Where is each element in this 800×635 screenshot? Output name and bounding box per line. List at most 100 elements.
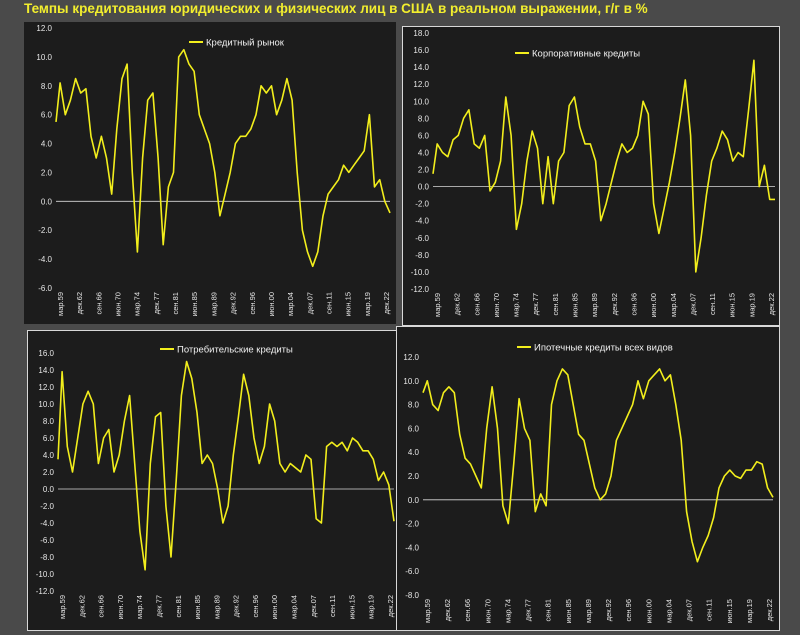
legend-label: Ипотечные кредиты всех видов bbox=[534, 343, 673, 354]
x-tick-label: сен.96 bbox=[251, 595, 260, 618]
x-tick-label: дек.92 bbox=[610, 293, 619, 315]
x-tick-label: июн.70 bbox=[116, 595, 125, 619]
y-tick-label: -2.0 bbox=[38, 226, 52, 235]
x-tick-label: мар.59 bbox=[58, 595, 67, 619]
x-tick-label: мар.19 bbox=[745, 599, 754, 623]
chart-panel-mortgage-loans: 12.0 10.0 8.0 6.0 4.0 2.0 0.0 -2.0 -4.0 -6.0 -8.0 м… bbox=[396, 326, 780, 631]
y-tick-label: -8.0 bbox=[40, 553, 54, 562]
y-tick-label: 8.0 bbox=[41, 82, 53, 91]
x-tick-label: сен.96 bbox=[629, 293, 638, 316]
y-tick-label: 14.0 bbox=[413, 63, 429, 72]
y-tick-label: -12.0 bbox=[36, 587, 55, 596]
x-tick-label: сен.81 bbox=[544, 599, 553, 622]
y-tick-label: -6.0 bbox=[415, 234, 429, 243]
x-tick-label: июн.85 bbox=[571, 293, 580, 317]
x-tick-label: мар.04 bbox=[290, 595, 299, 619]
y-tick-label: 4.0 bbox=[408, 448, 420, 457]
y-tick-label: 6.0 bbox=[418, 131, 430, 140]
y-tick-label: -2.0 bbox=[40, 502, 54, 511]
x-tick-label: дек.92 bbox=[229, 292, 238, 314]
series-line-mortgage-loans bbox=[422, 368, 774, 563]
y-tick-label: -2.0 bbox=[415, 200, 429, 209]
y-tick-label: 2.0 bbox=[408, 472, 420, 481]
y-tick-label: -6.0 bbox=[40, 536, 54, 545]
y-tick-label: 0.0 bbox=[418, 183, 430, 192]
x-tick-label: июн.15 bbox=[728, 293, 737, 317]
y-tick-label: 16.0 bbox=[38, 349, 54, 358]
x-tick-label: дек.22 bbox=[765, 599, 774, 621]
y-tick-label: 12.0 bbox=[413, 80, 429, 89]
x-tick-label: июн.15 bbox=[344, 292, 353, 316]
y-tick-label: -10.0 bbox=[36, 570, 55, 579]
y-tick-label: 12.0 bbox=[36, 24, 52, 33]
y-tick-label: 10.0 bbox=[413, 97, 429, 106]
x-tick-label: мар.04 bbox=[669, 293, 678, 317]
x-tick-label: мар.04 bbox=[664, 599, 673, 623]
chart-mortgage-loans: 12.0 10.0 8.0 6.0 4.0 2.0 0.0 -2.0 -4.0 -6.0 -8.0 м… bbox=[403, 343, 774, 624]
x-tick-label: мар.74 bbox=[512, 293, 521, 317]
x-tick-label: дек.07 bbox=[688, 293, 697, 315]
chart-panel-credit-market: 12.0 10.0 8.0 6.0 4.0 2.0 0.0 -2.0 -4.0 -6.0 мар.5… bbox=[24, 22, 396, 324]
x-tick-label: дек.92 bbox=[232, 595, 241, 617]
y-tick-label: 2.0 bbox=[418, 166, 430, 175]
x-tick-label: июн.15 bbox=[347, 595, 356, 619]
x-tick-label: мар.74 bbox=[133, 292, 142, 316]
y-tick-label: -12.0 bbox=[411, 285, 430, 294]
x-tick-label: дек.77 bbox=[524, 599, 533, 621]
series-line-consumer-loans bbox=[57, 360, 395, 571]
chart-panel-consumer-loans: 16.0 14.0 12.0 10.0 8.0 6.0 4.0 2.0 0.0 -2.0 -4.0 -… bbox=[27, 330, 399, 631]
x-tick-label: дек.77 bbox=[154, 595, 163, 617]
x-tick-label: дек.07 bbox=[685, 599, 694, 621]
y-tick-label: 8.0 bbox=[418, 114, 430, 123]
x-tick-label: дек.22 bbox=[386, 595, 395, 617]
legend-label: Кредитный рынок bbox=[206, 38, 285, 49]
x-tick-label: сен.66 bbox=[463, 599, 472, 622]
chart-credit-market: 12.0 10.0 8.0 6.0 4.0 2.0 0.0 -2.0 -4.0 -6.0 мар.5… bbox=[36, 24, 391, 316]
x-tick-label: дек.62 bbox=[453, 293, 462, 315]
y-tick-label: 2.0 bbox=[43, 468, 55, 477]
y-tick-label: 16.0 bbox=[413, 46, 429, 55]
y-tick-label: -10.0 bbox=[411, 268, 430, 277]
y-tick-label: -4.0 bbox=[415, 217, 429, 226]
x-tick-label: дек.62 bbox=[443, 599, 452, 621]
y-tick-label: -8.0 bbox=[405, 591, 419, 600]
x-tick-label: июн.85 bbox=[564, 599, 573, 623]
x-tick-label: июн.70 bbox=[114, 292, 123, 316]
y-tick-label: -2.0 bbox=[405, 520, 419, 529]
x-tick-label: июн.70 bbox=[483, 599, 492, 623]
y-tick-label: 4.0 bbox=[41, 140, 53, 149]
x-tick-label: дек.22 bbox=[382, 292, 391, 314]
x-tick-label: июн.85 bbox=[193, 595, 202, 619]
x-tick-label: сен.81 bbox=[174, 595, 183, 618]
x-tick-label: июн.85 bbox=[190, 292, 199, 316]
y-tick-label: 4.0 bbox=[43, 451, 55, 460]
x-tick-label: сен.81 bbox=[551, 293, 560, 316]
x-tick-label: сен.96 bbox=[624, 599, 633, 622]
x-tick-label: дек.07 bbox=[309, 595, 318, 617]
y-tick-label: 10.0 bbox=[38, 400, 54, 409]
y-tick-label: 12.0 bbox=[38, 383, 54, 392]
x-tick-label: мар.74 bbox=[503, 599, 512, 623]
x-tick-label: мар.89 bbox=[209, 292, 218, 316]
y-tick-label: 18.0 bbox=[413, 29, 429, 38]
x-tick-label: сен.11 bbox=[328, 595, 337, 617]
x-tick-label: мар.89 bbox=[584, 599, 593, 623]
x-tick-label: дек.62 bbox=[77, 595, 86, 617]
x-tick-label: мар.59 bbox=[423, 599, 432, 623]
x-tick-label: сен.66 bbox=[97, 595, 106, 618]
x-tick-label: дек.22 bbox=[767, 293, 776, 315]
y-tick-label: 6.0 bbox=[41, 111, 53, 120]
x-tick-label: сен.11 bbox=[705, 599, 714, 621]
x-tick-label: июн.00 bbox=[649, 293, 658, 317]
series-line-corporate-loans bbox=[432, 59, 775, 273]
y-tick-label: 10.0 bbox=[403, 377, 419, 386]
y-tick-label: 0.0 bbox=[41, 197, 53, 206]
x-tick-label: июн.00 bbox=[267, 292, 276, 316]
x-tick-label: июн.70 bbox=[492, 293, 501, 317]
y-tick-label: 12.0 bbox=[403, 353, 419, 362]
x-tick-label: мар.74 bbox=[135, 595, 144, 619]
x-tick-label: мар.04 bbox=[286, 292, 295, 316]
y-tick-label: -4.0 bbox=[38, 255, 52, 264]
y-tick-label: -4.0 bbox=[40, 519, 54, 528]
y-tick-label: 6.0 bbox=[408, 424, 420, 433]
